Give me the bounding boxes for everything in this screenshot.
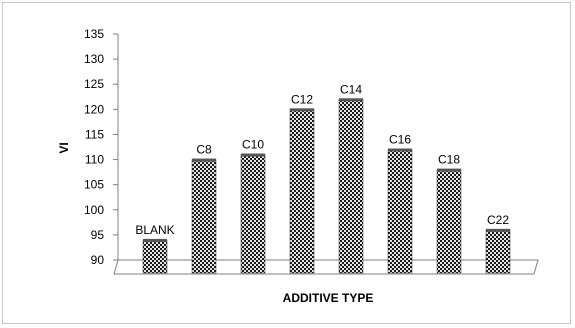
bar-c10 — [240, 154, 266, 274]
bar-top-c14 — [339, 98, 363, 102]
data-label-c22: C22 — [487, 213, 509, 227]
bar-c14 — [338, 99, 364, 274]
bar-top-c16 — [388, 148, 412, 152]
data-label-blank: BLANK — [135, 223, 174, 237]
y-tick-label: 100 — [84, 203, 104, 217]
data-label-c18: C18 — [438, 153, 460, 167]
bar-top-blank — [143, 238, 167, 242]
y-tick-label: 95 — [91, 228, 105, 242]
y-axis: 90 95 100 105 110 115 120 125 130 135 — [84, 27, 119, 274]
data-labels: BLANK C8 C10 C12 C14 C16 C18 C22 — [135, 82, 509, 237]
y-tick-label: 115 — [85, 127, 104, 141]
bars — [142, 98, 511, 274]
y-axis-title: VI — [57, 142, 71, 153]
y-tick-label: 105 — [84, 178, 104, 192]
bar-c18 — [436, 169, 462, 274]
bar-c16 — [387, 149, 413, 274]
data-label-c14: C14 — [340, 82, 362, 96]
y-tick-label: 110 — [85, 153, 104, 167]
data-label-c10: C10 — [242, 138, 264, 152]
bar-c12 — [289, 109, 315, 274]
y-tick-label: 125 — [84, 77, 104, 91]
data-label-c8: C8 — [196, 143, 212, 157]
data-label-c12: C12 — [291, 92, 313, 106]
floor-plane — [113, 259, 539, 275]
bar-top-c8 — [192, 158, 216, 162]
y-tick-label: 90 — [91, 253, 105, 267]
data-label-c16: C16 — [389, 133, 411, 147]
y-tick-label: 130 — [84, 52, 104, 66]
y-tick-label: 120 — [84, 102, 104, 116]
bar-top-c10 — [241, 153, 265, 157]
plot-floor — [113, 259, 539, 275]
bar-c8 — [191, 159, 217, 274]
y-tick-label: 135 — [84, 27, 104, 41]
bar-top-c18 — [437, 168, 461, 172]
bar-c22 — [485, 229, 511, 274]
x-axis-title: ADDITIVE TYPE — [283, 291, 374, 305]
bar-top-c12 — [290, 108, 314, 112]
bar-blank — [142, 239, 168, 274]
bar-top-c22 — [486, 228, 510, 232]
